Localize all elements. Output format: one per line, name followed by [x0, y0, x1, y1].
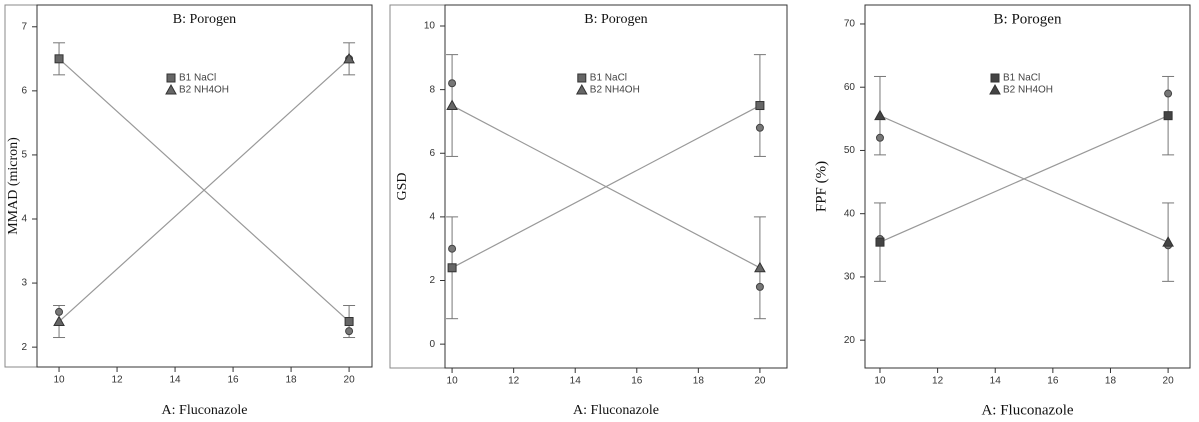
x-axis-label: A: Fluconazole: [981, 402, 1073, 418]
chart-title: B: Porogen: [584, 12, 647, 27]
x-axis-label: A: Fluconazole: [573, 403, 659, 418]
x-tick-label: 20: [344, 375, 356, 386]
design-point: [345, 327, 354, 336]
x-tick-label: 10: [53, 375, 65, 386]
marker-triangle: [343, 52, 355, 64]
marker-square: [577, 73, 587, 83]
series-line: [451, 105, 761, 269]
marker-triangle: [874, 109, 886, 121]
x-tick-label: 16: [1047, 376, 1059, 387]
marker-triangle: [575, 83, 588, 95]
x-axis-label: A: Fluconazole: [162, 403, 248, 418]
y-tick-label: 60: [844, 82, 856, 93]
marker-triangle: [53, 315, 65, 327]
x-tick-label: 12: [111, 375, 123, 386]
legend-label: B1 NaCl: [1003, 73, 1040, 84]
marker-triangle: [165, 83, 177, 95]
marker-square: [166, 73, 176, 83]
x-tick-label: 18: [286, 375, 298, 386]
marker-square: [755, 101, 765, 111]
marker-square: [54, 54, 64, 64]
marker-square: [875, 237, 885, 247]
legend-label: B2 NH4OH: [179, 85, 229, 96]
x-tick-label: 18: [1105, 376, 1117, 387]
legend-label: B2 NH4OH: [1003, 85, 1053, 96]
y-axis-label: GSD: [395, 172, 410, 200]
panel-frame: [389, 4, 788, 369]
y-tick-label: 3: [21, 278, 27, 289]
x-tick-label: 14: [169, 375, 181, 386]
marker-triangle: [1162, 236, 1174, 247]
y-tick-label: 4: [21, 214, 27, 225]
marker-triangle: [754, 261, 766, 273]
x-tick-label: 10: [874, 376, 886, 387]
x-tick-label: 14: [990, 376, 1002, 387]
legend-label: B2 NH4OH: [590, 85, 640, 96]
y-axis-label: FPF (%): [813, 161, 829, 212]
y-axis-label: MMAD (micron): [6, 137, 21, 235]
x-tick-label: 10: [447, 376, 459, 387]
plot-area: [864, 4, 1191, 369]
x-tick-label: 16: [631, 376, 643, 387]
x-tick-label: 20: [754, 376, 766, 387]
series-line: [879, 115, 1169, 243]
y-tick-label: 70: [844, 19, 856, 30]
design-point: [755, 282, 764, 291]
design-point: [55, 307, 64, 316]
design-point: [755, 123, 764, 132]
x-tick-label: 12: [508, 376, 520, 387]
marker-square: [344, 317, 354, 327]
y-tick-label: 7: [21, 21, 27, 32]
y-tick-label: 6: [429, 148, 435, 159]
y-tick-label: 20: [844, 335, 856, 346]
y-tick-label: 40: [844, 208, 856, 219]
x-tick-label: 14: [570, 376, 582, 387]
marker-triangle: [446, 99, 458, 111]
y-tick-label: 5: [21, 150, 27, 161]
design-point: [1164, 89, 1173, 98]
plot-area: [36, 4, 373, 368]
design-point: [448, 79, 457, 88]
design-point: [448, 244, 457, 253]
chart-title: B: Porogen: [994, 11, 1062, 27]
x-tick-label: 16: [228, 375, 240, 386]
y-tick-label: 6: [21, 85, 27, 96]
chart-title: B: Porogen: [173, 12, 236, 27]
x-tick-label: 18: [693, 376, 705, 387]
y-tick-label: 2: [21, 342, 27, 353]
legend-label: B1 NaCl: [179, 73, 216, 84]
marker-square: [1163, 111, 1173, 121]
y-tick-label: 8: [429, 84, 435, 95]
x-tick-label: 12: [932, 376, 944, 387]
design-point: [875, 133, 884, 142]
marker-triangle: [989, 83, 1001, 95]
plot-area: [444, 4, 788, 369]
y-tick-label: 2: [429, 275, 435, 286]
x-tick-label: 20: [1163, 376, 1175, 387]
y-tick-label: 10: [424, 21, 436, 32]
y-tick-label: 4: [429, 212, 435, 223]
y-tick-label: 0: [429, 339, 435, 350]
legend-label: B1 NaCl: [590, 73, 627, 84]
marker-square: [447, 263, 457, 273]
y-tick-label: 30: [844, 272, 856, 283]
y-tick-label: 50: [844, 145, 856, 156]
series-line: [58, 58, 350, 322]
marker-square: [990, 73, 1000, 83]
